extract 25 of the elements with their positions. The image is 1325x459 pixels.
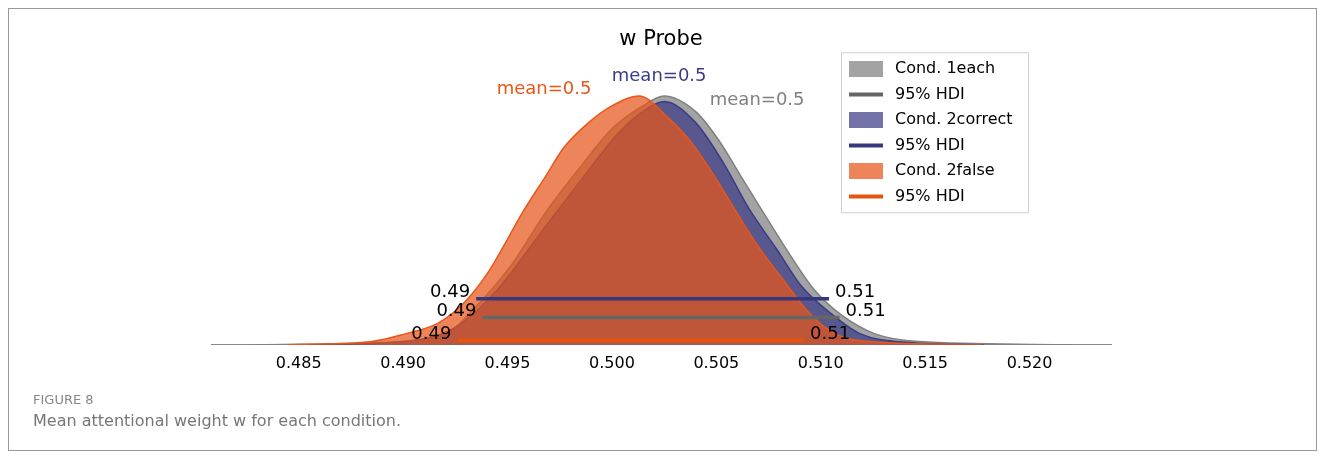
annotation: 0.51	[810, 321, 851, 343]
annotation: mean=0.5	[496, 76, 592, 98]
text: Mean attentional weight w for each condition.	[33, 411, 402, 430]
annotation: 0.49	[430, 280, 471, 302]
x-tick-label: 0.485	[275, 352, 322, 372]
x-tick-label: 0.490	[380, 352, 427, 372]
legend-label: 95% HDI	[895, 134, 965, 154]
legend-label: 95% HDI	[895, 185, 965, 205]
x-tick-label: 0.515	[902, 352, 949, 372]
chart-title: w Probe	[619, 26, 703, 51]
x-tick-label: 0.505	[693, 352, 740, 372]
text: mean=0.5	[611, 64, 707, 86]
legend-label: Cond. 2correct	[895, 109, 1013, 129]
x-tick-label: 0.500	[589, 352, 635, 372]
legend-label: Cond. 1each	[895, 58, 996, 78]
x-tick-label: 0.520	[1006, 352, 1053, 372]
legend-label: Cond. 2false	[895, 160, 995, 180]
annotation: 0.51	[835, 280, 876, 302]
annotation: 0.49	[411, 321, 452, 343]
annotation: mean=0.5	[709, 87, 805, 109]
legend-label: 95% HDI	[895, 83, 965, 103]
x-tick-label: 0.510	[797, 352, 844, 372]
annotation: 0.51	[845, 299, 886, 321]
caption: FIGURE 8	[33, 392, 94, 407]
x-tick-label: 0.495	[484, 352, 531, 372]
